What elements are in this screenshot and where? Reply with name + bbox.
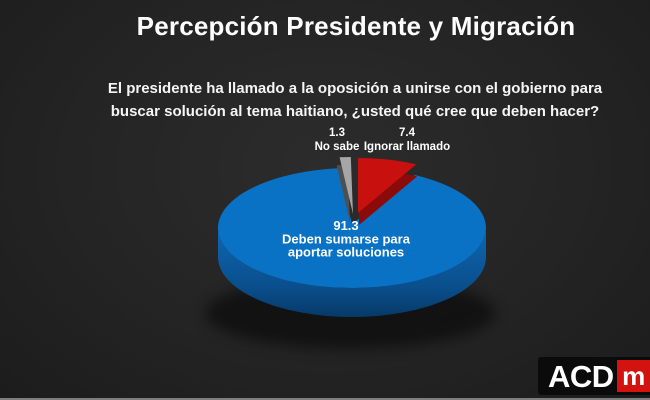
deben-name-label-line2: aportar soluciones: [288, 245, 404, 260]
page-title: Percepción Presidente y Migración: [136, 11, 576, 41]
ignorar-value-label: 7.4: [399, 127, 416, 139]
slice-ignorar-top: [358, 157, 417, 213]
acd-logo: ACD m: [538, 357, 650, 395]
slice-deben-top: [217, 168, 486, 288]
nosabe-value-label: 1.3: [329, 127, 345, 139]
deben-name-label-line1: Deben sumarse para: [282, 232, 411, 247]
survey-question-line1: El presidente ha llamado a la oposición …: [107, 80, 603, 97]
slice-deben-side: [218, 228, 486, 317]
ignorar-name-label: Ignorar llamado: [364, 141, 450, 153]
survey-question-line2: buscar solución al tema haitiano, ¿usted…: [110, 103, 600, 120]
acd-logo-red-box: m: [616, 360, 650, 392]
bottom-border-line: [0, 398, 650, 400]
deben-value-label: 91.3: [333, 218, 358, 233]
acd-logo-text: ACD: [548, 358, 614, 394]
survey-question: El presidente ha llamado a la oposición …: [108, 77, 602, 123]
nosabe-name-label: No sabe: [315, 141, 360, 153]
slice-nosabe-top: [339, 157, 353, 214]
acd-logo-m-text: m: [622, 361, 646, 391]
